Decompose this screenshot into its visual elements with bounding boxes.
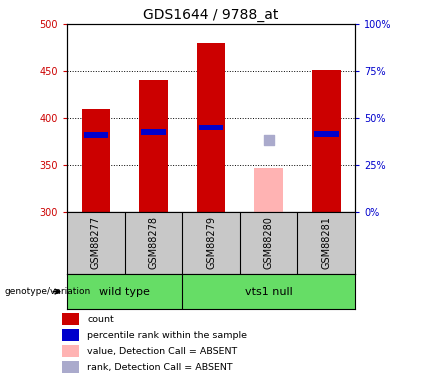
Bar <box>62 329 79 341</box>
Bar <box>199 124 223 130</box>
Text: wild type: wild type <box>99 286 150 297</box>
Bar <box>62 314 79 325</box>
Bar <box>314 131 339 137</box>
Title: GDS1644 / 9788_at: GDS1644 / 9788_at <box>143 8 279 22</box>
Point <box>265 137 272 143</box>
Text: GSM88279: GSM88279 <box>206 216 216 269</box>
Text: percentile rank within the sample: percentile rank within the sample <box>87 331 247 340</box>
Text: GSM88278: GSM88278 <box>149 216 158 269</box>
Bar <box>139 80 168 212</box>
Bar <box>62 345 79 357</box>
Text: GSM88277: GSM88277 <box>91 216 101 269</box>
Bar <box>84 132 108 138</box>
Bar <box>81 109 110 212</box>
Text: value, Detection Call = ABSENT: value, Detection Call = ABSENT <box>87 346 237 355</box>
Text: vts1 null: vts1 null <box>245 286 293 297</box>
Text: GSM88281: GSM88281 <box>321 216 331 269</box>
Bar <box>197 43 226 212</box>
Bar <box>312 70 341 212</box>
Text: rank, Detection Call = ABSENT: rank, Detection Call = ABSENT <box>87 363 233 372</box>
Bar <box>141 129 166 135</box>
Text: GSM88280: GSM88280 <box>264 216 274 269</box>
Text: count: count <box>87 315 114 324</box>
Bar <box>254 168 283 212</box>
Bar <box>62 361 79 373</box>
Text: genotype/variation: genotype/variation <box>4 287 90 296</box>
